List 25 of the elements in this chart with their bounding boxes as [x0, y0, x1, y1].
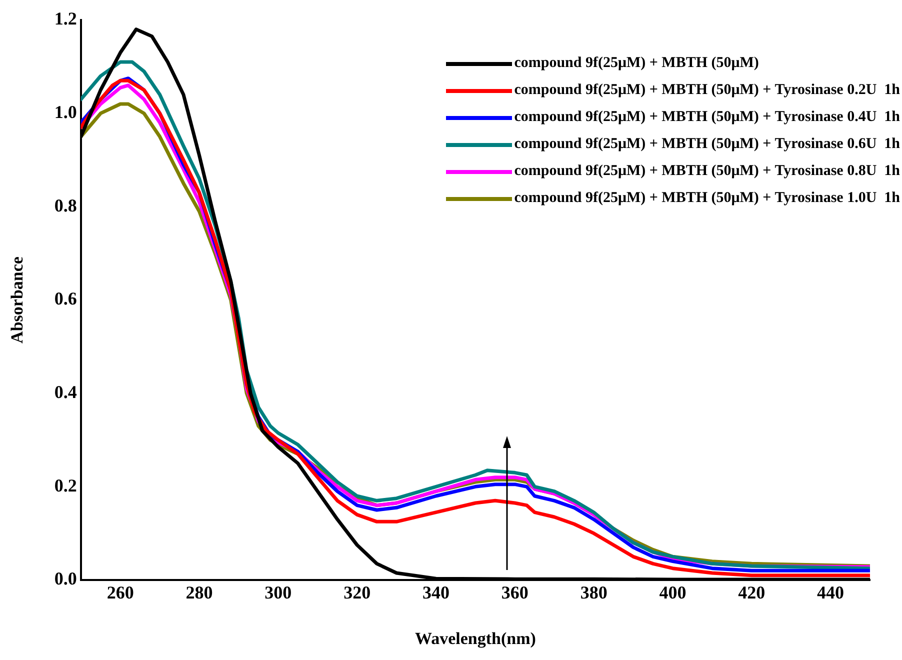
x-tick-label: 440 [817, 582, 844, 602]
y-tick-label: 0.6 [54, 288, 77, 309]
x-tick-label: 260 [106, 582, 134, 602]
legend-label: compound 9f(25μM) + MBTH (50μM) + Tyrosinase 0.2U 1h [514, 81, 900, 100]
x-tick-label: 420 [738, 582, 766, 602]
x-tick-label: 340 [422, 582, 450, 602]
y-tick-label: 1.0 [54, 102, 77, 122]
legend-label: compound 9f(25μM) + MBTH (50μM) + Tyrosinase 0.8U 1h [514, 162, 900, 181]
y-tick-label: 0.4 [54, 382, 77, 402]
y-tick-label: 0.0 [54, 568, 77, 589]
x-axis-title: Wavelength(nm) [415, 629, 536, 648]
x-tick-label: 380 [580, 582, 608, 602]
x-tick-label: 280 [186, 582, 213, 602]
legend-label: compound 9f(25μM) + MBTH (50μM) + Tyrosinase 0.6U 1h [514, 135, 900, 154]
x-tick-label: 360 [501, 582, 528, 602]
y-tick-label: 1.2 [54, 8, 77, 29]
y-axis-title: Absorbance [8, 256, 27, 344]
x-tick-label: 400 [659, 582, 686, 602]
x-tick-label: 320 [344, 582, 371, 602]
legend-label: compound 9f(25μM) + MBTH (50μM) [514, 54, 759, 73]
legend-label: compound 9f(25μM) + MBTH (50μM) + Tyrosinase 0.4U 1h [514, 108, 900, 127]
y-tick-label: 0.2 [54, 475, 77, 496]
y-tick-label: 0.8 [54, 195, 77, 216]
legend-label: compound 9f(25μM) + MBTH (50μM) + Tyrosinase 1.0U 1h [514, 189, 900, 208]
x-tick-label: 300 [264, 582, 292, 602]
